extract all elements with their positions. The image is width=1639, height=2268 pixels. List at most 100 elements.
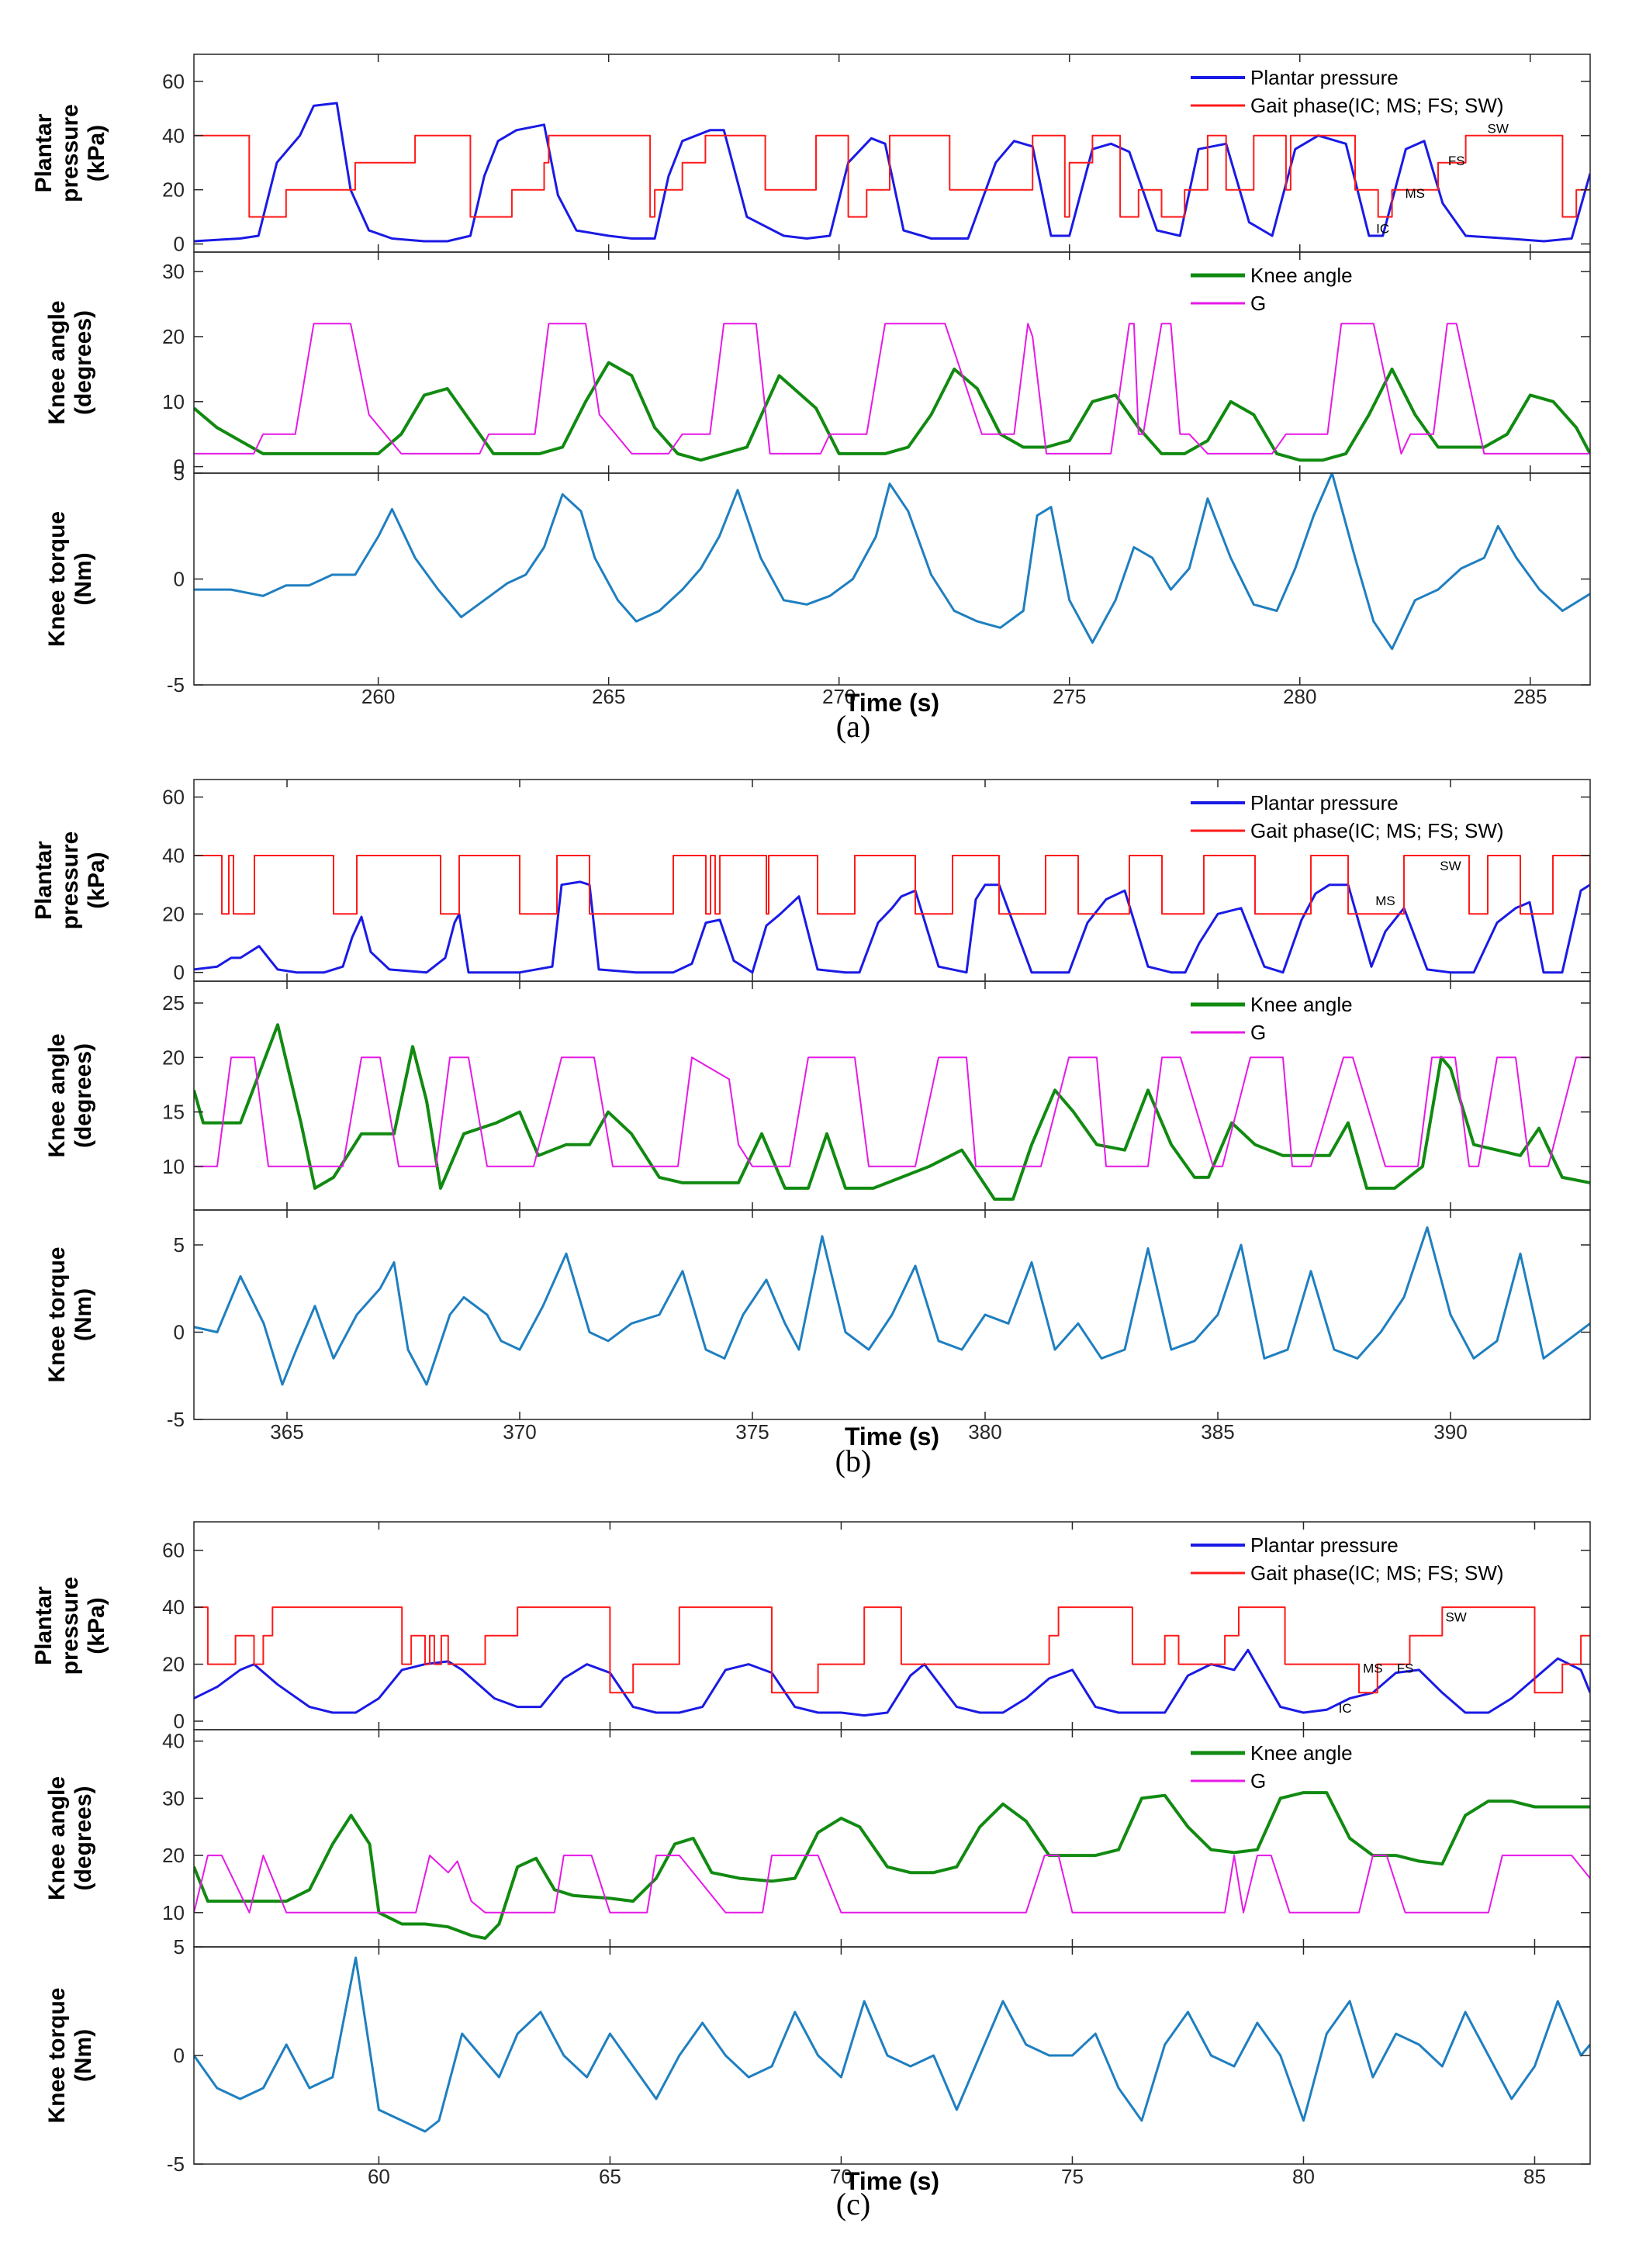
y-tick-label: 5 xyxy=(174,1935,185,1959)
legend: Plantar pressure Gait phase(IC; MS; FS; S… xyxy=(1191,791,1504,842)
x-tick-label: 370 xyxy=(503,1420,536,1443)
x-tick-label: 285 xyxy=(1513,685,1547,708)
legend: Plantar pressure Gait phase(IC; MS; FS; S… xyxy=(1191,1533,1504,1585)
x-tick-label: 380 xyxy=(968,1420,1001,1443)
phase-annotation: MS xyxy=(1363,1661,1383,1676)
y-tick-label: 20 xyxy=(162,1653,185,1676)
series-knee-angle-line xyxy=(194,1791,1590,1940)
y-tick-label: 20 xyxy=(162,1046,185,1069)
series-knee-torque-line xyxy=(194,1226,1590,1386)
y-axis-label: Knee angle xyxy=(44,1776,70,1900)
y-axis-label: Plantar xyxy=(31,841,57,920)
chart-a: 0 20 40 60 Plantar pressure (kPa) Plantar press… xyxy=(31,54,1591,744)
legend-label: Knee angle xyxy=(1250,1741,1353,1765)
series-plantar-pressure-line xyxy=(194,1648,1590,1717)
y-axis-label: Knee angle xyxy=(44,300,70,424)
legend: Knee angle G xyxy=(1191,1741,1353,1793)
legend-label: Gait phase(IC; MS; FS; SW) xyxy=(1250,1561,1504,1585)
series-gait-phase-line xyxy=(194,1606,1590,1694)
legend-label: Plantar pressure xyxy=(1250,791,1399,814)
legend-label: G xyxy=(1250,292,1266,315)
y-axis-label: pressure xyxy=(57,1577,83,1675)
x-tick-label: 375 xyxy=(735,1420,769,1443)
y-axis-label: (degrees) xyxy=(71,1043,96,1148)
y-tick-label: 0 xyxy=(174,961,185,984)
figure-caption: (c) xyxy=(836,2187,870,2221)
legend: Plantar pressure Gait phase(IC; MS; FS; S… xyxy=(1191,66,1504,117)
y-axis-label: (kPa) xyxy=(84,125,109,182)
y-tick-label: 25 xyxy=(162,991,185,1015)
y-axis-label: Knee torque xyxy=(44,1987,70,2123)
x-tick-label: 270 xyxy=(822,685,856,708)
x-tick-label: 75 xyxy=(1061,2165,1084,2188)
panel-b-1: 0 20 40 60 Plantar pressure (kPa) Plantar press… xyxy=(31,779,1591,984)
phase-annotation: FS xyxy=(1397,1661,1414,1676)
y-axis-label: Plantar xyxy=(31,1586,57,1665)
y-tick-label: 20 xyxy=(162,902,185,925)
y-tick-label: 30 xyxy=(162,1786,185,1810)
panel-a-1: 0 20 40 60 Plantar pressure (kPa) Plantar press… xyxy=(31,54,1591,256)
panel-a-3: -5 0 5 Knee torque (Nm) xyxy=(44,462,1591,697)
series-g-line xyxy=(194,1855,1590,1914)
legend-label: G xyxy=(1250,1021,1266,1044)
figure-caption: (b) xyxy=(835,1443,872,1478)
y-axis-label: pressure xyxy=(57,831,83,930)
x-tick-label: 260 xyxy=(361,685,395,708)
phase-annotation: SW xyxy=(1440,859,1461,873)
legend-label: Plantar pressure xyxy=(1250,66,1399,89)
phase-annotation: MS xyxy=(1406,186,1426,201)
legend-label: Knee angle xyxy=(1250,993,1353,1016)
y-tick-label: 40 xyxy=(162,1730,185,1753)
y-axis-label: (Nm) xyxy=(71,552,96,605)
y-tick-label: 15 xyxy=(162,1101,185,1124)
chart-b: 0 20 40 60 Plantar pressure (kPa) Plantar press… xyxy=(31,779,1591,1478)
axes-box xyxy=(193,1729,1591,1948)
legend-label: G xyxy=(1250,1769,1266,1793)
y-axis-label: (degrees) xyxy=(71,310,96,415)
y-tick-label: 5 xyxy=(174,462,185,485)
series-knee-torque-line xyxy=(194,473,1590,651)
y-axis-label: (kPa) xyxy=(84,1597,109,1654)
x-axis-label: Time (s) xyxy=(845,2167,939,2195)
x-tick-label: 390 xyxy=(1433,1420,1467,1443)
y-axis-label: Knee torque xyxy=(44,1246,70,1382)
axes-box xyxy=(193,1209,1591,1420)
y-tick-label: 60 xyxy=(162,70,185,93)
series-plantar-pressure-line xyxy=(194,880,1590,974)
panel-b-2: 10 15 20 25 Knee angle (degrees) Knee angle G xyxy=(44,980,1591,1211)
panel-b-3: -5 0 5 Knee torque (Nm) xyxy=(44,1209,1591,1431)
y-tick-label: 10 xyxy=(162,1155,185,1178)
axes-box xyxy=(193,1946,1591,2165)
panel-c-1: 0 20 40 60 Plantar pressure (kPa) Plantar press… xyxy=(31,1521,1591,1733)
y-axis-label: (degrees) xyxy=(71,1786,96,1890)
chart-c: 0 20 40 60 Plantar pressure (kPa) Plantar press… xyxy=(31,1521,1591,2221)
phase-annotation: SW xyxy=(1487,121,1508,136)
figure-caption: (a) xyxy=(836,709,870,744)
y-tick-label: 0 xyxy=(174,1321,185,1344)
x-tick-label: 85 xyxy=(1523,2165,1546,2188)
x-tick-label: 60 xyxy=(368,2165,390,2188)
y-tick-label: 0 xyxy=(174,2044,185,2067)
x-axis-label: Time (s) xyxy=(845,1423,939,1450)
y-tick-label: 40 xyxy=(162,124,185,147)
y-tick-label: 60 xyxy=(162,786,185,809)
y-axis-label: pressure xyxy=(57,104,83,202)
phase-annotation: MS xyxy=(1375,894,1395,908)
y-axis-label: (kPa) xyxy=(84,852,109,908)
y-tick-label: 5 xyxy=(174,1233,185,1257)
x-tick-label: 65 xyxy=(599,2165,621,2188)
legend: Knee angle G xyxy=(1191,993,1353,1044)
y-axis-label: Knee torque xyxy=(44,511,70,647)
y-tick-label: 20 xyxy=(162,1844,185,1867)
y-tick-label: 0 xyxy=(174,455,185,479)
y-tick-label: 40 xyxy=(162,844,185,867)
x-tick-label: 265 xyxy=(592,685,625,708)
x-tick-label: 70 xyxy=(830,2165,852,2188)
y-tick-label: 20 xyxy=(162,325,185,348)
y-tick-label: -5 xyxy=(167,1408,185,1431)
series-knee-angle-line xyxy=(194,1023,1590,1201)
y-axis-label: Plantar xyxy=(31,113,57,192)
series-gait-phase-line xyxy=(194,855,1590,915)
